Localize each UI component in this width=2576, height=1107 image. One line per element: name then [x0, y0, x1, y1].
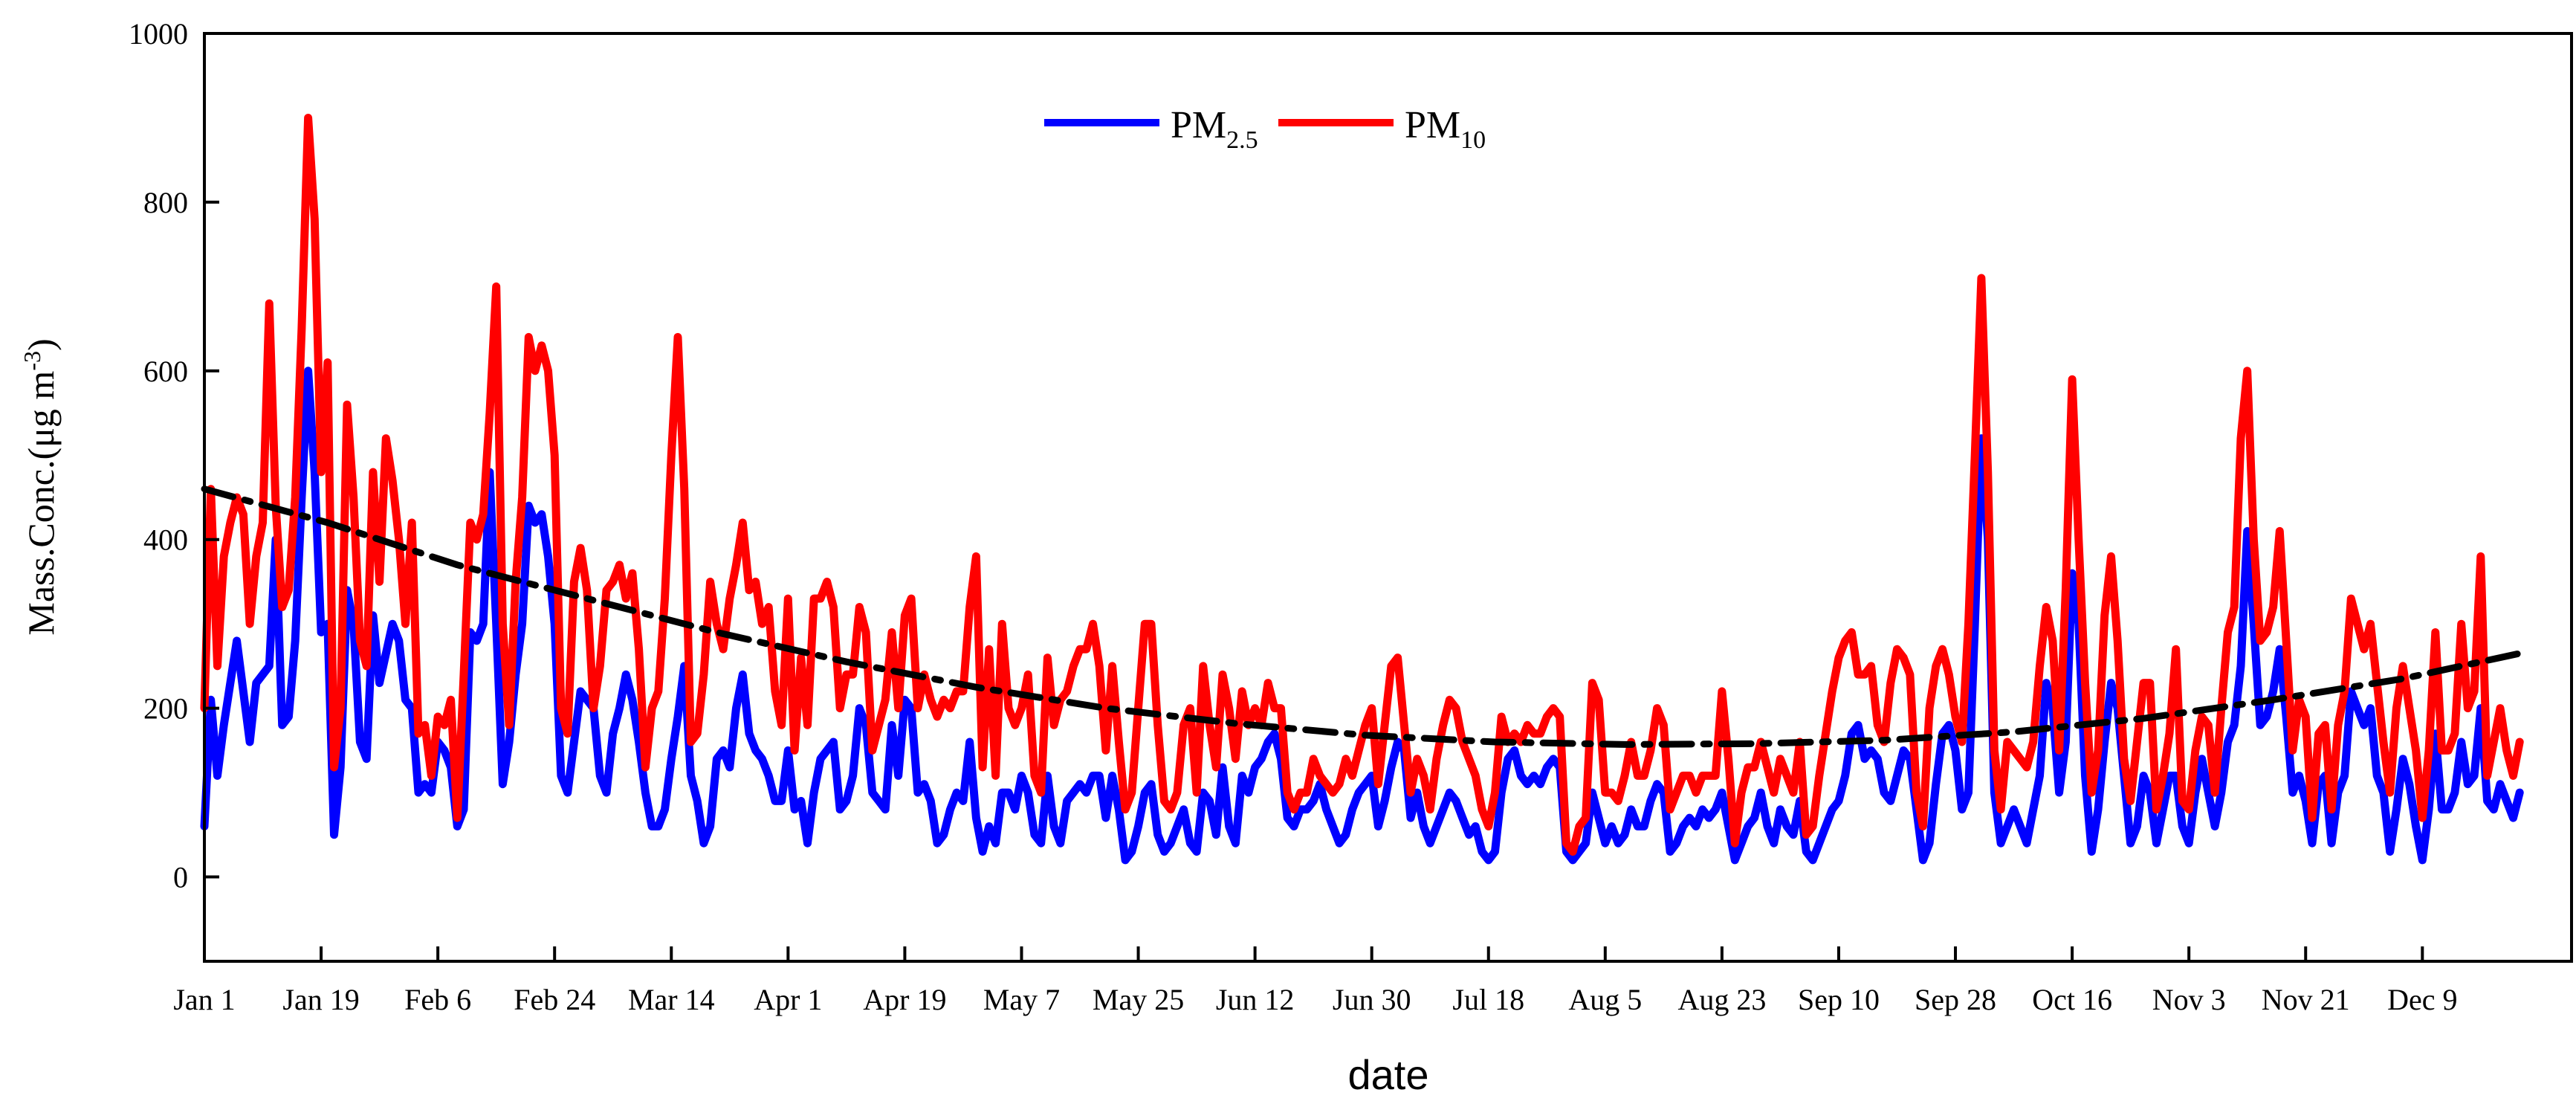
y-tick-label: 800	[143, 186, 188, 219]
legend-pm25-sub: 2.5	[1226, 126, 1258, 154]
x-tick-label: May 7	[983, 983, 1060, 1016]
legend-label-pm10: PM10	[1405, 104, 1486, 154]
x-tick-label: Dec 9	[2387, 983, 2457, 1016]
y-tick-label: 1000	[129, 17, 188, 51]
x-tick-label: Feb 6	[404, 983, 471, 1016]
series-line-trend	[201, 485, 2523, 748]
x-tick-label: Sep 10	[1798, 983, 1880, 1016]
y-axis: 0 200 400 600 800 1000	[129, 17, 219, 894]
plot-series	[200, 114, 2524, 865]
x-tick-label: Aug 23	[1677, 983, 1766, 1016]
y-tick-label: 200	[143, 692, 188, 726]
legend-pm10-sub: 10	[1460, 126, 1486, 154]
x-tick-label: Feb 24	[514, 983, 595, 1016]
x-tick-label: Nov 21	[2262, 983, 2350, 1016]
legend-label-pm25: PM2.5	[1171, 104, 1258, 154]
series-line-pm10	[200, 114, 2524, 856]
y-axis-title-tail: )	[20, 338, 62, 351]
x-tick-label: Jun 30	[1333, 983, 1411, 1016]
x-tick-label: Oct 16	[2032, 983, 2112, 1016]
y-axis-title-sup: -3	[19, 351, 45, 371]
legend-pm10-base: PM	[1405, 104, 1460, 146]
legend-pm25-base: PM	[1171, 104, 1226, 146]
x-tick-label: Nov 3	[2152, 983, 2226, 1016]
x-tick-label: Sep 28	[1915, 983, 1996, 1016]
legend: PM2.5 PM10	[1044, 104, 1486, 154]
x-tick-label: Jan 1	[173, 983, 235, 1016]
x-tick-label: Jul 18	[1452, 983, 1524, 1016]
x-tick-label: Aug 5	[1568, 983, 1642, 1016]
x-tick-label: May 25	[1093, 983, 1184, 1016]
y-tick-label: 0	[173, 861, 188, 894]
x-axis: Jan 1 Jan 19 Feb 6 Feb 24 Mar 14 Apr 1 Apr 19 M…	[173, 946, 2458, 1016]
plot-frame	[203, 32, 2573, 963]
x-tick-label: Mar 14	[628, 983, 715, 1016]
x-tick-label: Apr 1	[754, 983, 822, 1016]
series-line-pm25	[200, 367, 2524, 865]
y-tick-label: 400	[143, 523, 188, 557]
x-tick-label: Jan 19	[282, 983, 359, 1016]
x-tick-label: Apr 19	[863, 983, 946, 1016]
y-axis-title-main: Mass.Conc.(μg m	[20, 371, 62, 636]
y-axis-title: Mass.Conc.(μg m-3)	[19, 338, 62, 635]
x-axis-title: date	[1348, 1051, 1429, 1098]
y-tick-label: 600	[143, 355, 188, 388]
x-tick-label: Jun 12	[1216, 983, 1295, 1016]
